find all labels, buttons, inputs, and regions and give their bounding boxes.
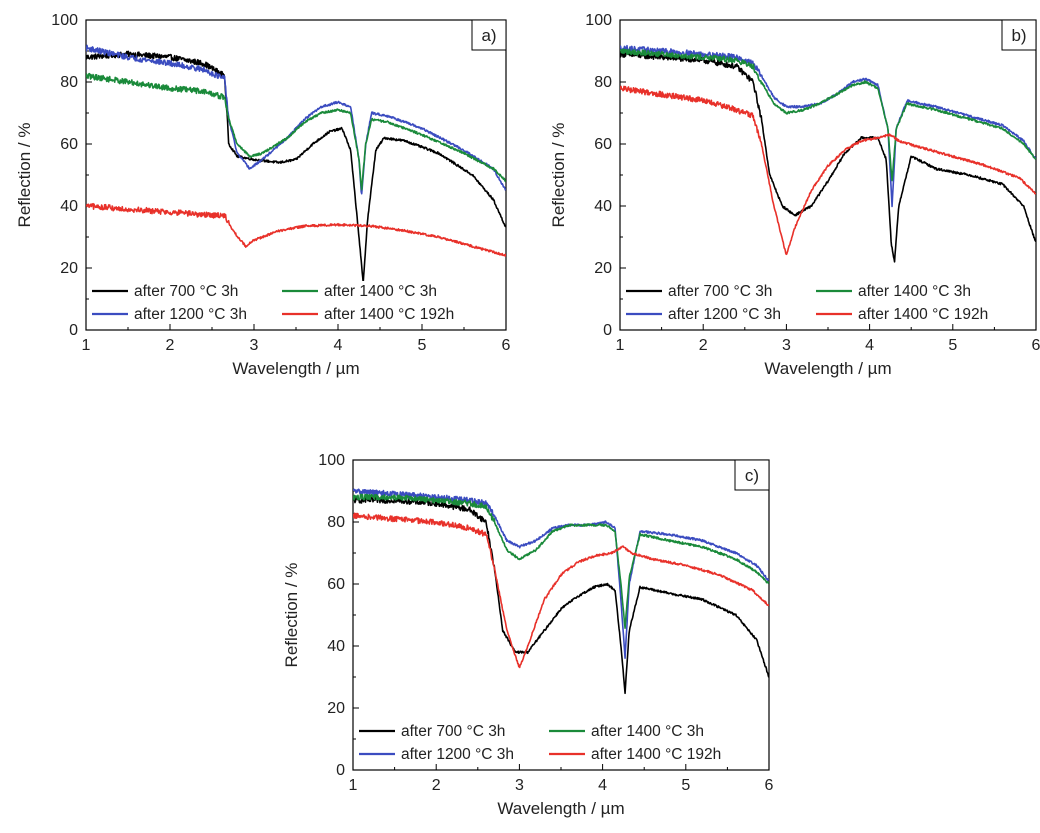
x-axis-label: Wavelength / µm [497, 799, 624, 818]
legend-background [280, 304, 480, 324]
series-line-4 [86, 202, 506, 257]
x-axis-label: Wavelength / µm [764, 359, 891, 378]
y-tick-label: 60 [327, 576, 345, 593]
x-tick-label: 2 [432, 777, 441, 794]
legend-background [814, 281, 1014, 301]
legend-background [357, 721, 557, 741]
legend-background [624, 304, 824, 324]
x-tick-label: 5 [418, 337, 427, 354]
y-axis-label: Reflection / % [15, 123, 34, 228]
x-tick-label: 4 [334, 337, 343, 354]
legend-entry: after 1400 °C 3h [324, 283, 437, 300]
series-line-3 [353, 493, 769, 630]
x-tick-label: 5 [948, 337, 957, 354]
series-line-1 [620, 50, 1036, 263]
legend-background [90, 304, 290, 324]
y-tick-label: 0 [69, 322, 78, 339]
legend-entry: after 1400 °C 3h [858, 283, 971, 300]
y-tick-label: 40 [60, 198, 78, 215]
panel-label-box [1001, 19, 1037, 51]
y-tick-label: 80 [594, 74, 612, 91]
legend-background [547, 744, 747, 764]
y-tick-label: 80 [327, 514, 345, 531]
legend-background [547, 721, 747, 741]
series-line-4 [620, 85, 1036, 256]
x-tick-label: 6 [1032, 337, 1040, 354]
legend-entry: after 1400 °C 3h [591, 723, 704, 740]
y-tick-label: 0 [603, 322, 612, 339]
y-tick-label: 60 [60, 136, 78, 153]
series-line-1 [86, 50, 506, 284]
x-tick-label: 2 [699, 337, 708, 354]
x-tick-label: 1 [616, 337, 625, 354]
panel-label: c) [745, 466, 759, 485]
legend-entry: after 1200 °C 3h [668, 306, 781, 323]
legend-entry: after 1400 °C 192h [324, 306, 454, 323]
legend-background [357, 744, 557, 764]
legend-entry: after 700 °C 3h [401, 723, 505, 740]
panel-label-box [734, 459, 770, 491]
x-tick-label: 4 [598, 777, 607, 794]
x-tick-label: 1 [82, 337, 91, 354]
legend-entry: after 1400 °C 192h [591, 746, 721, 763]
legend-background [90, 281, 290, 301]
series-line-2 [86, 44, 506, 195]
x-tick-label: 1 [349, 777, 358, 794]
series-line-3 [620, 48, 1036, 182]
x-tick-label: 5 [681, 777, 690, 794]
legend-background [814, 304, 1014, 324]
y-tick-label: 20 [60, 260, 78, 277]
legend-entry: after 1400 °C 192h [858, 306, 988, 323]
series-line-2 [620, 44, 1036, 208]
panel-label: b) [1011, 26, 1026, 45]
y-axis-label: Reflection / % [549, 123, 568, 228]
x-tick-label: 6 [765, 777, 774, 794]
legend-entry: after 1200 °C 3h [401, 746, 514, 763]
y-axis-label: Reflection / % [282, 563, 301, 668]
y-tick-label: 20 [594, 260, 612, 277]
series-line-1 [353, 496, 769, 695]
x-axis-label: Wavelength / µm [232, 359, 359, 378]
y-tick-label: 40 [327, 638, 345, 655]
legend-entry: after 1200 °C 3h [134, 306, 247, 323]
x-tick-label: 3 [782, 337, 791, 354]
y-tick-label: 100 [51, 12, 78, 29]
y-tick-label: 80 [60, 74, 78, 91]
x-tick-label: 3 [250, 337, 259, 354]
panel-label: a) [481, 26, 496, 45]
x-tick-label: 6 [502, 337, 511, 354]
y-tick-label: 60 [594, 136, 612, 153]
panel-label-box [471, 19, 507, 51]
series-line-4 [353, 512, 769, 669]
x-tick-label: 2 [166, 337, 175, 354]
y-tick-label: 0 [336, 762, 345, 779]
y-tick-label: 20 [327, 700, 345, 717]
series-line-3 [86, 72, 506, 191]
legend-background [624, 281, 824, 301]
x-tick-label: 4 [865, 337, 874, 354]
legend-entry: after 700 °C 3h [134, 283, 238, 300]
y-tick-label: 100 [585, 12, 612, 29]
legend-background [280, 281, 480, 301]
y-tick-label: 40 [594, 198, 612, 215]
legend-entry: after 700 °C 3h [668, 283, 772, 300]
y-tick-label: 100 [318, 452, 345, 469]
x-tick-label: 3 [515, 777, 524, 794]
